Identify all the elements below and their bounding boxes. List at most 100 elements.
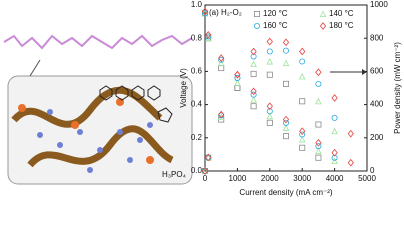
marker (298, 72, 306, 80)
chart: 0 1000 2000 3000 4000 5000 0.0 0.2 0.4 0.6 0.8 1.0 0… (179, 0, 402, 197)
marker (299, 131, 306, 138)
legend-marker (253, 10, 260, 17)
marker (250, 96, 257, 103)
marker (282, 59, 290, 67)
marker (266, 112, 274, 120)
y-tick-label: 0.2 (191, 133, 203, 142)
x-tick-label: 1000 (229, 174, 247, 183)
marker (201, 7, 209, 16)
marker (315, 154, 322, 161)
marker (205, 33, 212, 40)
marker (218, 110, 225, 119)
pointer (29, 59, 41, 77)
marker (347, 129, 354, 138)
chart-title: (a) H₂-O₂ (209, 8, 242, 17)
marker (299, 58, 306, 65)
marker (299, 98, 306, 105)
marker (266, 119, 273, 126)
marker (298, 135, 306, 143)
polymer-strand (27, 125, 174, 168)
acid-label: H₃PO₄ (162, 170, 186, 179)
marker (205, 153, 212, 162)
schematic: H₃PO₄ (3, 34, 193, 185)
charge-sites (18, 98, 154, 164)
marker (315, 143, 322, 150)
marker (234, 85, 241, 92)
marker (282, 115, 290, 124)
acid-molecules (37, 109, 153, 173)
legend-label: 140 °C (329, 9, 354, 18)
marker (205, 31, 212, 39)
x-tick-label: 5000 (358, 174, 376, 183)
marker (250, 91, 257, 98)
marker (282, 124, 290, 131)
marker (282, 47, 289, 54)
marker (250, 70, 257, 77)
marker (331, 114, 338, 121)
marker (282, 119, 289, 126)
x-tick-label: 2000 (261, 174, 279, 183)
marker (218, 56, 225, 63)
x-axis-label: Current density (mA cm⁻²) (239, 188, 332, 197)
y2-tick-label: 1000 (370, 0, 388, 9)
marker (234, 70, 241, 79)
marker (234, 75, 241, 82)
marker (315, 138, 322, 147)
marker (347, 158, 354, 167)
marker (299, 127, 306, 135)
marker (282, 133, 289, 140)
y-axis-label: Voltage (V) (179, 68, 188, 108)
marker (282, 38, 290, 47)
marker (250, 87, 257, 96)
y2-tick-label: 400 (370, 100, 384, 109)
marker (315, 97, 322, 105)
y2-tick-label: 600 (370, 67, 384, 76)
marker (331, 94, 338, 102)
marker (299, 144, 306, 151)
y-tick-label: 0.8 (191, 33, 203, 42)
legend-marker (319, 10, 327, 18)
legend-label: 160 °C (263, 21, 288, 30)
marker (266, 102, 273, 111)
marker (234, 85, 241, 92)
x-tick-label: 3000 (293, 174, 311, 183)
marker (218, 54, 225, 62)
marker (266, 37, 273, 46)
marker (234, 79, 241, 87)
y2-tick-label: 800 (370, 33, 384, 42)
marker (266, 57, 274, 65)
marker (282, 80, 289, 87)
y-tick-label: 1.0 (191, 0, 203, 9)
y2-tick-label: 0 (370, 166, 375, 175)
marker (201, 10, 208, 17)
legend-label: 120 °C (263, 9, 288, 18)
marker (266, 108, 273, 115)
y-tick-label: 0.4 (191, 100, 203, 109)
marker (266, 48, 273, 55)
plot-frame (204, 4, 368, 172)
legend-label: 180 °C (329, 21, 354, 30)
y-tick-label: 0.6 (191, 67, 203, 76)
marker (204, 34, 212, 42)
marker (315, 121, 322, 128)
marker (331, 127, 338, 135)
marker (250, 53, 257, 60)
x-tick-label: 0 (203, 174, 208, 183)
marker (299, 47, 306, 56)
polymer-chain (3, 34, 193, 50)
marker (250, 103, 257, 110)
y-tick-label: 0.0 (191, 166, 203, 175)
legend-marker (319, 22, 327, 30)
marker (250, 60, 257, 67)
marker (315, 68, 322, 77)
y2-axis-label: Power density (mW cm⁻²) (393, 42, 402, 134)
marker (217, 113, 225, 121)
marker (266, 71, 273, 78)
marker (331, 157, 338, 165)
y2-tick-label: 200 (370, 133, 384, 142)
marker (201, 167, 209, 175)
marker (315, 147, 322, 155)
marker (217, 59, 225, 67)
arrow-head (362, 69, 367, 75)
figure: H₃PO₄ 0 1000 2000 3000 4000 50000.00.20.40.60… (3, 0, 402, 197)
